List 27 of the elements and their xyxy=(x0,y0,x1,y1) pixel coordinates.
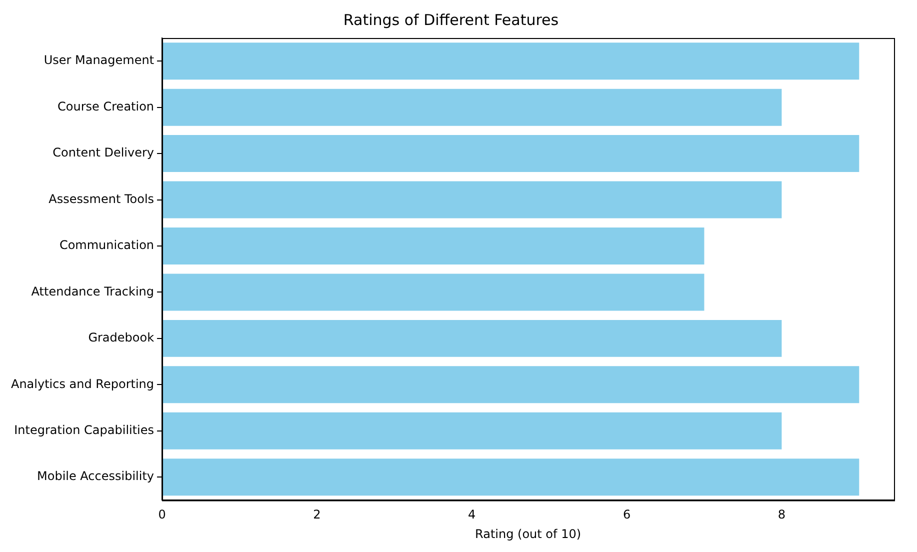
x-axis-title: Rating (out of 10) xyxy=(475,526,582,541)
bar xyxy=(162,88,782,126)
bar xyxy=(162,412,782,450)
y-tick-label: User Management xyxy=(44,53,154,68)
y-tick-label: Assessment Tools xyxy=(48,192,154,206)
y-tick-label: Analytics and Reporting xyxy=(10,376,154,391)
y-tick-label: Integration Capabilities xyxy=(14,422,154,437)
y-tick-label: Gradebook xyxy=(88,330,154,345)
y-tick-label: Course Creation xyxy=(58,99,154,114)
bar xyxy=(162,458,860,496)
bar xyxy=(162,228,704,264)
chart-title: Ratings of Different Features xyxy=(343,10,559,29)
bar xyxy=(162,274,704,311)
x-tick-label: 4 xyxy=(468,508,476,522)
y-tick-label: Mobile Accessibility xyxy=(37,469,154,484)
bar xyxy=(162,366,860,404)
bar xyxy=(162,135,860,172)
x-tick-label: 8 xyxy=(778,508,786,522)
bar xyxy=(162,320,782,357)
y-tick-label: Content Delivery xyxy=(52,146,154,160)
bar xyxy=(162,42,860,80)
bar xyxy=(162,181,782,218)
y-tick-label: Communication xyxy=(59,238,154,252)
x-tick-label: 6 xyxy=(622,508,631,522)
x-tick-label: 2 xyxy=(313,508,321,522)
y-tick-label: Attendance Tracking xyxy=(31,284,154,298)
x-tick-label: 0 xyxy=(158,508,166,522)
